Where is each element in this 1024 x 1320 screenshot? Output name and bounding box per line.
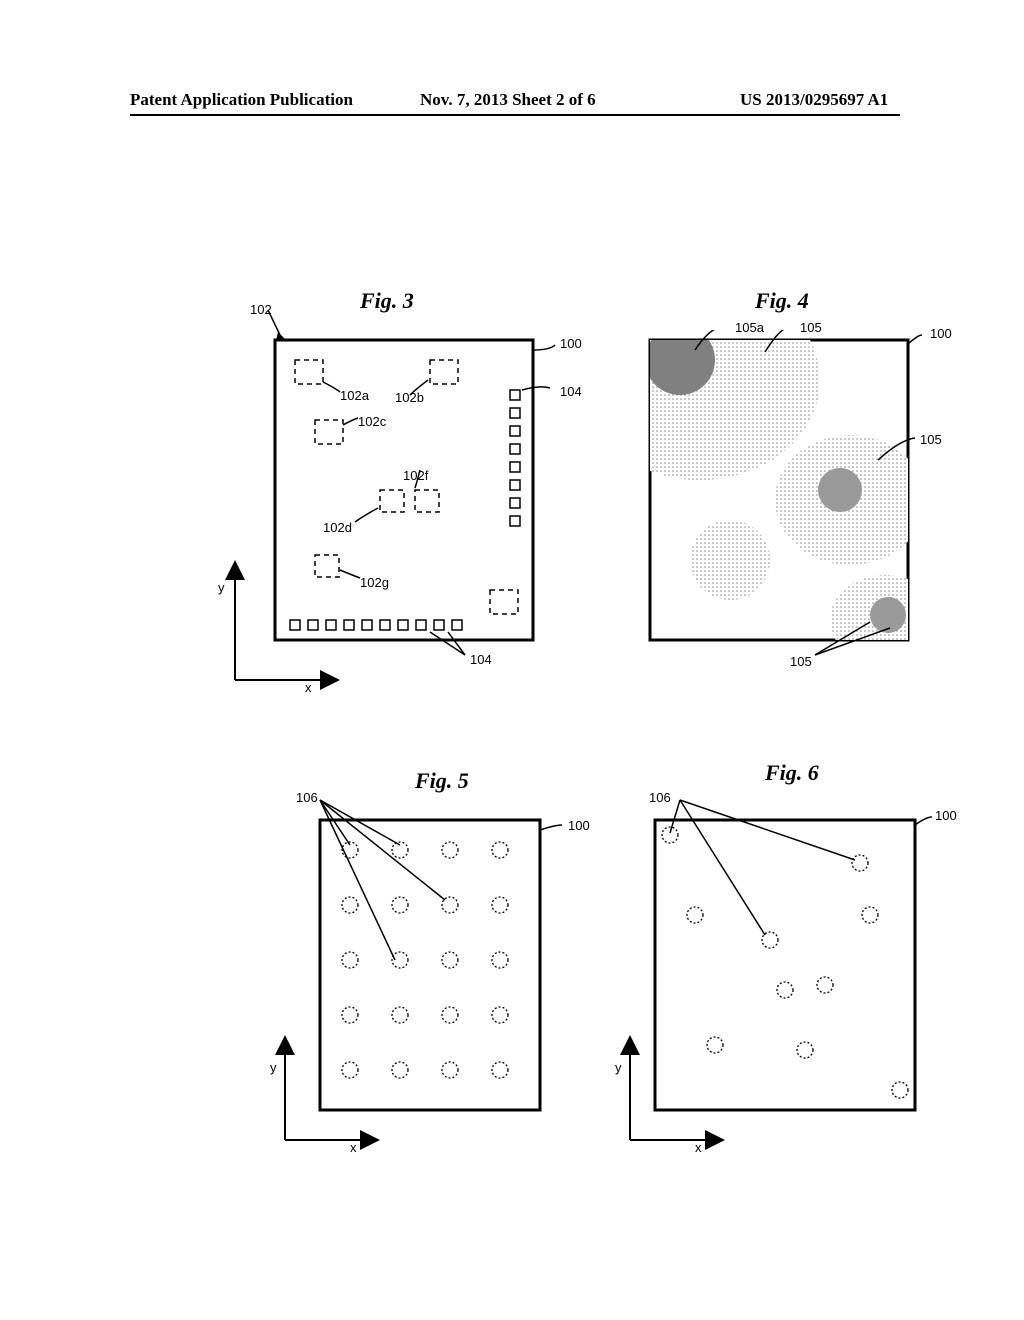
header-right: US 2013/0295697 A1 xyxy=(740,90,888,110)
fig6-axis-x: x xyxy=(695,1140,702,1155)
fig3-ref-100: 100 xyxy=(560,336,582,351)
fig3-ref-102c: 102c xyxy=(358,414,386,429)
fig3-ref-104b: 104 xyxy=(470,652,492,667)
fig4-title: Fig. 4 xyxy=(755,288,809,314)
header-rule xyxy=(130,114,900,116)
fig6-axis-y: y xyxy=(615,1060,622,1075)
fig3-ref-102d: 102d xyxy=(323,520,352,535)
fig6-ref-106: 106 xyxy=(649,790,671,805)
fig4-ref-105-1: 105 xyxy=(800,320,822,335)
fig3-ref-104t: 104 xyxy=(560,384,582,399)
header-mid: Nov. 7, 2013 Sheet 2 of 6 xyxy=(420,90,596,110)
header-left: Patent Application Publication xyxy=(130,90,353,110)
fig5-axis-x: x xyxy=(350,1140,357,1155)
fig5-ref-100: 100 xyxy=(568,818,590,833)
fig6-ref-100: 100 xyxy=(935,808,957,823)
fig4-diagram xyxy=(640,330,930,670)
fig3-diagram xyxy=(220,310,570,710)
fig4-ref-105-3: 105 xyxy=(790,654,812,669)
fig3-axis-y: y xyxy=(218,580,225,595)
fig6-diagram xyxy=(610,795,950,1155)
fig4-ref-105-2: 105 xyxy=(920,432,942,447)
fig3-ref-102f: 102f xyxy=(403,468,428,483)
fig3-ref-102g: 102g xyxy=(360,575,389,590)
fig4-ref-100: 100 xyxy=(930,326,952,341)
fig6-title: Fig. 6 xyxy=(765,760,819,786)
fig3-ref-102: 102 xyxy=(250,302,272,317)
fig3-axis-x: x xyxy=(305,680,312,695)
fig5-axis-y: y xyxy=(270,1060,277,1075)
fig5-ref-106: 106 xyxy=(296,790,318,805)
fig3-ref-102a: 102a xyxy=(340,388,369,403)
fig4-ref-105a: 105a xyxy=(735,320,764,335)
fig5-diagram xyxy=(270,795,590,1155)
fig3-ref-102b: 102b xyxy=(395,390,424,405)
fig5-title: Fig. 5 xyxy=(415,768,469,794)
